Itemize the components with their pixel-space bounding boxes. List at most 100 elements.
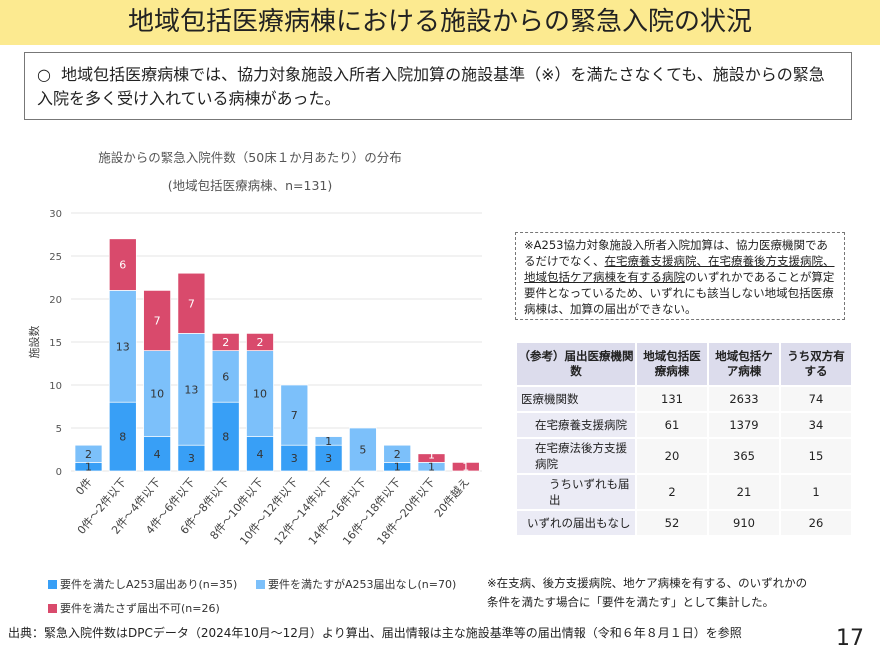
data-label: 8 — [222, 431, 229, 444]
summary-box: ○ 地域包括医療病棟では、協力対象施設入所者入院加算の施設基準（※）を満たさなく… — [24, 52, 852, 120]
note-text-end: のいずれかであることが算定要件となっているため、いずれにも該当しない地域包括医療… — [524, 270, 835, 316]
bar-segment — [280, 384, 309, 446]
data-label: 2 — [85, 448, 92, 461]
table-cell: 61 — [635, 411, 709, 439]
data-label: 7 — [291, 409, 298, 422]
note-text: ※A253協力対象施設入所者入院加算は、協力医療機関であるだけでなく、 — [524, 238, 828, 268]
data-label: 1 — [85, 461, 92, 474]
table-cell: 2 — [635, 473, 709, 511]
bar-segment — [383, 444, 412, 463]
y-axis-label: 施設数 — [27, 326, 41, 359]
bar-segment — [74, 444, 103, 463]
table-cell: 52 — [635, 509, 709, 537]
legend-item: 要件を満たしA253届出あり(n=35) — [48, 576, 237, 592]
row-label: うちいずれも届出 — [515, 473, 637, 511]
bar-segment — [177, 272, 206, 334]
bullet-icon: ○ — [37, 65, 51, 84]
table-row: うちいずれも届出 2 21 1 — [515, 473, 853, 511]
x-tick-label: 20件越え — [431, 475, 472, 520]
legend-item: 要件を満たさず届出不可(n=26) — [48, 600, 220, 616]
data-label: 4 — [257, 448, 264, 461]
y-tick-label: 30 — [49, 209, 62, 220]
bar-segment — [246, 333, 274, 351]
data-label: 1 — [462, 461, 469, 474]
chart-title: 施設からの緊急入院件数（50床１か月あたり）の分布 — [98, 150, 402, 165]
bar-segment — [417, 453, 446, 463]
table-row: いずれの届出もなし 52 910 26 — [515, 509, 853, 537]
bar-segment — [108, 401, 137, 472]
y-tick-label: 20 — [49, 295, 62, 306]
data-label: 10 — [150, 388, 164, 401]
data-label: 13 — [184, 383, 198, 396]
table-cell: 365 — [707, 437, 781, 475]
page-number: 17 — [836, 626, 864, 651]
data-label: 4 — [154, 448, 161, 461]
legend-swatch — [48, 604, 57, 613]
bar-segment — [451, 462, 480, 472]
legend-label: 要件を満たさず届出不可(n=26) — [60, 602, 220, 615]
table-row: 在宅療法後方支援病院 20 365 15 — [515, 437, 853, 475]
data-label: 6 — [119, 259, 126, 272]
table-cell: 74 — [779, 385, 853, 413]
data-label: 6 — [222, 370, 229, 383]
a253-note: ※A253協力対象施設入所者入院加算は、協力医療機関であるだけでなく、在宅療養支… — [515, 232, 845, 320]
legend-label: 要件を満たしA253届出あり(n=35) — [60, 578, 238, 591]
data-label: 3 — [188, 452, 195, 465]
data-label: 1 — [428, 449, 435, 462]
note-underlined: 在宅療養支援病院、在宅療養後方支援病院、地域包括ケア病棟を有する病院 — [524, 254, 835, 284]
table-cell: 2633 — [707, 385, 781, 413]
bar-segment — [143, 436, 171, 472]
y-tick-label: 15 — [49, 338, 62, 349]
table-cell: 26 — [779, 509, 853, 537]
bar-segment — [108, 290, 137, 403]
bar-segment — [314, 436, 343, 446]
bar-segment — [211, 401, 240, 472]
y-tick-label: 10 — [49, 381, 62, 392]
asterisk-note: ※在支病、後方支援病院、地ケア病棟を有する、のいずれかの 条件を満たす場合に「要件… — [487, 574, 807, 612]
bar-segment — [177, 333, 206, 446]
bar-segment — [211, 333, 240, 351]
y-tick-label: 25 — [49, 252, 62, 263]
data-label: 3 — [291, 452, 298, 465]
data-label: 2 — [222, 336, 229, 349]
row-label: いずれの届出もなし — [515, 509, 637, 537]
table-row: 医療機関数 131 2633 74 — [515, 385, 853, 413]
y-tick-label: 0 — [56, 467, 62, 478]
data-label: 3 — [325, 452, 332, 465]
row-label: 医療機関数 — [515, 385, 637, 413]
table-header: うち双方有する — [779, 341, 853, 387]
bar-segment — [143, 350, 171, 437]
table-row: 在宅療養支援病院 61 1379 34 — [515, 411, 853, 439]
x-tick-label: 0件 — [73, 476, 95, 498]
legend-swatch — [48, 580, 57, 589]
data-label: 1 — [394, 461, 401, 474]
bar-segment — [349, 427, 377, 472]
bar-segment — [246, 436, 274, 472]
legend-label: 要件を満たすがA253届出なし(n=70) — [268, 578, 457, 591]
data-label: 5 — [359, 444, 366, 457]
data-label: 1 — [428, 461, 435, 474]
bar-segment — [177, 444, 206, 472]
table-header: 地域包括医療病棟 — [635, 341, 709, 387]
data-label: 7 — [154, 315, 161, 328]
table-cell: 20 — [635, 437, 709, 475]
data-label: 10 — [253, 388, 267, 401]
table-cell: 131 — [635, 385, 709, 413]
y-tick-label: 5 — [56, 424, 62, 435]
asterisk-line: ※在支病、後方支援病院、地ケア病棟を有する、のいずれかの — [487, 576, 808, 590]
data-label: 7 — [188, 297, 195, 310]
legend-item: 要件を満たすがA253届出なし(n=70) — [256, 576, 456, 592]
data-label: 1 — [325, 435, 332, 448]
reference-table: （参考）届出医療機関数 地域包括医療病棟 地域包括ケア病棟 うち双方有する 医療機関数 1… — [515, 341, 853, 537]
asterisk-line: 条件を満たす場合に「要件を満たす」として集計した。 — [487, 595, 775, 609]
page-title: 地域包括医療病棟における施設からの緊急入院の状況 — [0, 0, 880, 45]
bar-chart: 051015202530施設数120件81360件～2件以下41072件～4件以… — [27, 209, 482, 548]
bar-segment — [211, 350, 240, 403]
data-label: 2 — [394, 448, 401, 461]
row-label: 在宅療法後方支援病院 — [515, 437, 637, 475]
legend-swatch — [256, 580, 265, 589]
bar-segment — [314, 444, 343, 472]
data-label: 2 — [257, 336, 264, 349]
table-cell: 1 — [779, 473, 853, 511]
table-cell: 34 — [779, 411, 853, 439]
